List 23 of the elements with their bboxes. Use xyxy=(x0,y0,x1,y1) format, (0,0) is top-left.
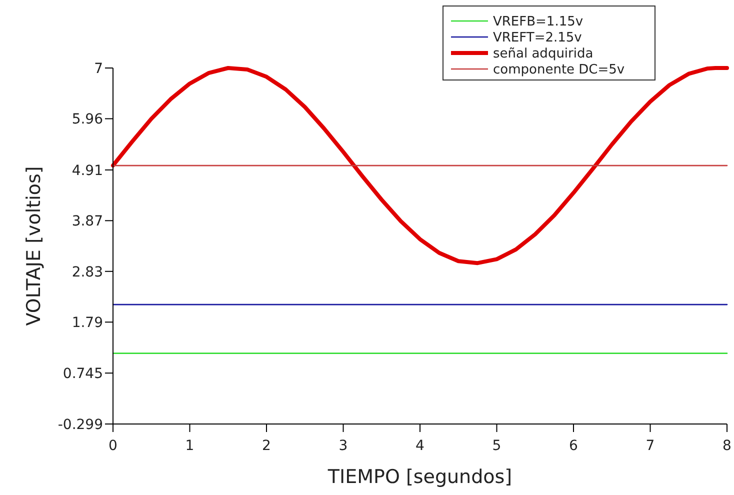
y-tick-label: 1.79 xyxy=(72,315,103,332)
legend-label: VREFT=2.15v xyxy=(493,30,582,46)
x-tick-label: 1 xyxy=(185,438,194,454)
x-tick-label: 4 xyxy=(416,438,425,454)
y-axis-title: VOLTAJE [voltios] xyxy=(23,166,45,326)
x-tick-label: 5 xyxy=(492,438,502,454)
y-tick-label: 7 xyxy=(94,60,103,77)
x-tick-label: 8 xyxy=(722,438,732,454)
x-tick-label: 3 xyxy=(338,438,348,454)
y-tick-label: -0.299 xyxy=(58,416,103,433)
y-tick-label: 0.745 xyxy=(62,366,103,382)
y-tick-label: 2.83 xyxy=(72,264,103,280)
legend-label: componente DC=5v xyxy=(493,62,625,78)
x-tick-label: 7 xyxy=(646,438,655,454)
y-tick-label: 3.87 xyxy=(72,214,103,230)
x-tick-label: 2 xyxy=(262,438,271,454)
y-tick-label: 5.96 xyxy=(72,112,104,128)
y-tick-label: 4.91 xyxy=(72,162,103,179)
legend-label: señal adquirida xyxy=(493,46,594,62)
x-tick-label: 6 xyxy=(569,438,578,454)
x-tick-label: 0 xyxy=(108,438,118,454)
legend-label: VREFB=1.15v xyxy=(493,14,584,30)
x-axis-title: TIEMPO [segundos] xyxy=(326,466,512,488)
